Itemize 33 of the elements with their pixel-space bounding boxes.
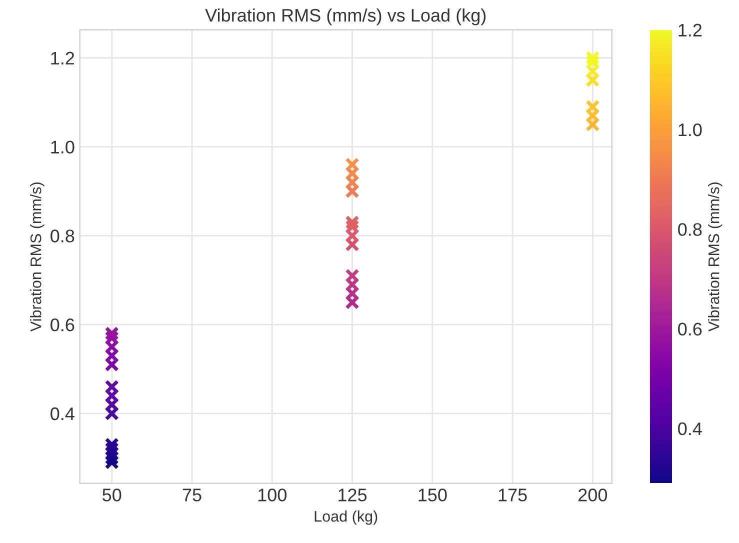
y-tick-label: 0.8 xyxy=(50,230,74,242)
point xyxy=(104,326,119,341)
x-axis-title: Load (kg) xyxy=(314,510,378,525)
x-tick-label: 125 xyxy=(338,488,367,502)
point xyxy=(345,157,360,172)
point xyxy=(586,100,600,114)
point xyxy=(104,380,119,394)
point xyxy=(345,215,360,230)
chart-title: Vibration RMS (mm/s) vs Load (kg) xyxy=(205,8,486,26)
color-bar-label: 0.4 xyxy=(678,422,702,436)
point xyxy=(104,437,119,452)
color-bar-title: Vibration RMS (mm/s) xyxy=(708,182,722,332)
x-tick-label: 50 xyxy=(102,488,122,502)
color-bar-label: 1.0 xyxy=(678,123,702,136)
point xyxy=(586,55,600,70)
y-axis-title: Vibration RMS (mm/s) xyxy=(30,182,44,332)
x-tick-label: 100 xyxy=(258,488,286,502)
y-tick-label: 0.4 xyxy=(50,407,74,420)
x-tick-label: 75 xyxy=(182,488,202,502)
point xyxy=(104,442,119,456)
color-bar-label: 0.6 xyxy=(678,322,702,336)
point xyxy=(586,50,600,65)
point xyxy=(345,220,360,234)
x-tick-label: 175 xyxy=(498,488,527,502)
point xyxy=(104,330,119,346)
point xyxy=(345,268,360,283)
x-tick-label: 200 xyxy=(578,488,608,502)
y-tick-label: 1.0 xyxy=(51,140,74,154)
y-tick-label: 0.6 xyxy=(50,318,74,332)
color-bar-label: 1.2 xyxy=(678,24,702,36)
color-bar-label: 0.8 xyxy=(678,223,702,236)
y-tick-label: 1.2 xyxy=(51,52,74,64)
x-tick-label: 150 xyxy=(418,488,447,502)
